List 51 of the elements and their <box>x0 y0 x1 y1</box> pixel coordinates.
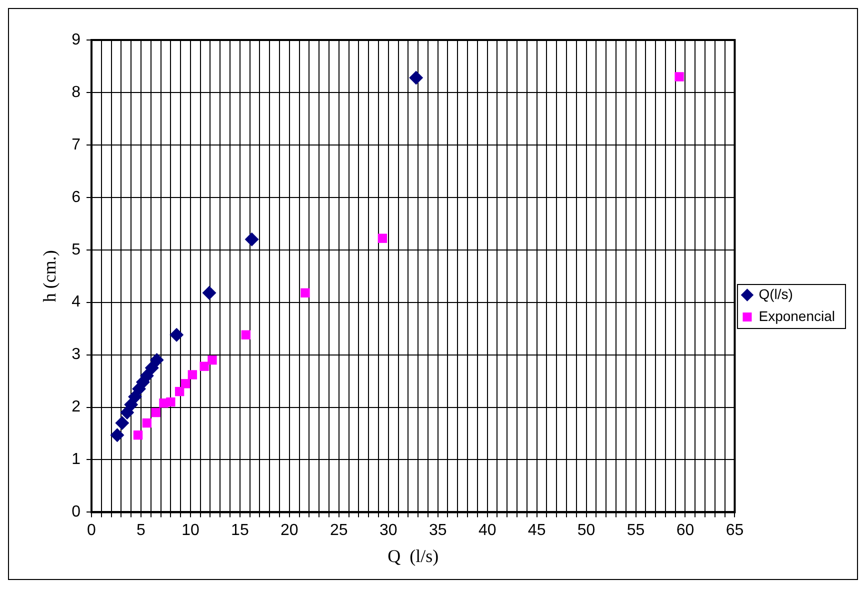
point <box>140 368 154 383</box>
point <box>409 70 424 85</box>
y-tick-label: 5 <box>72 241 81 258</box>
y-tick-label: 7 <box>72 136 81 154</box>
y-tick-label: 1 <box>72 451 81 468</box>
x-tick-label: 10 <box>182 522 200 540</box>
point <box>241 330 250 340</box>
legend-label: Exponencial <box>758 308 836 324</box>
point <box>174 386 184 396</box>
y-axis-title: h (cm.) <box>40 250 60 302</box>
x-tick-label: 5 <box>136 522 146 540</box>
point <box>300 288 310 298</box>
legend-label: Q(l/s) <box>758 286 793 302</box>
point <box>170 328 184 342</box>
x-tick-label: 65 <box>726 522 744 540</box>
point <box>142 418 152 428</box>
x-tick-label: 50 <box>577 522 596 540</box>
x-tick-label: 25 <box>330 522 348 540</box>
y-tick-label: 3 <box>72 346 81 364</box>
point <box>133 430 143 440</box>
point <box>115 416 130 430</box>
y-tick-label: 6 <box>72 188 81 206</box>
y-tick-label: 0 <box>72 504 81 521</box>
x-tick-label: 20 <box>280 522 298 540</box>
x-tick-label: 60 <box>676 522 694 540</box>
y-tick-label: 4 <box>72 294 81 311</box>
y-tick-label: 9 <box>72 31 81 48</box>
x-tick-label: 30 <box>379 522 398 540</box>
x-tick-label: 35 <box>428 522 447 540</box>
x-tick-label: 40 <box>478 522 496 540</box>
x-tick-label: 0 <box>87 522 96 540</box>
point <box>166 397 176 407</box>
point <box>208 355 217 365</box>
x-tick-label: 55 <box>626 522 645 540</box>
x-tick-label: 15 <box>231 522 249 540</box>
point <box>244 232 259 246</box>
point <box>200 362 209 371</box>
y-tick-label: 8 <box>72 84 81 101</box>
point <box>144 360 159 375</box>
x-axis-title: Q (l/s) <box>388 546 439 566</box>
point <box>188 370 198 380</box>
point <box>150 353 164 368</box>
point <box>110 428 124 442</box>
point <box>180 379 190 388</box>
point <box>151 408 160 418</box>
point <box>202 286 216 300</box>
point <box>378 234 388 243</box>
x-tick-label: 45 <box>528 522 546 540</box>
point <box>128 390 142 404</box>
point <box>674 72 684 82</box>
y-tick-label: 2 <box>72 398 81 416</box>
